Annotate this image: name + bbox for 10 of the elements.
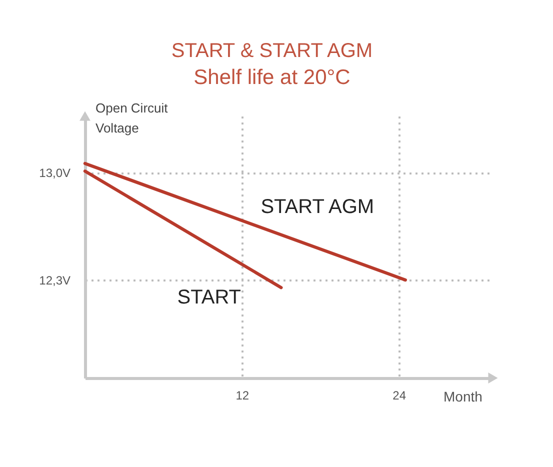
chart-title: START & START AGM [171, 40, 373, 62]
x-axis-title: Month [444, 388, 482, 404]
x-tick-label: 24 [392, 388, 406, 402]
y-tick-label: 12,3V [39, 273, 70, 288]
y-axis-title: Open Circuit Voltage [96, 100, 168, 136]
series-label: START [177, 286, 242, 309]
chart-subtitle: Shelf life at 20°C [194, 66, 350, 89]
series-label: START AGM [260, 196, 374, 218]
x-tick-label: 12 [236, 388, 250, 402]
y-tick-label: 13,0V [39, 166, 70, 180]
